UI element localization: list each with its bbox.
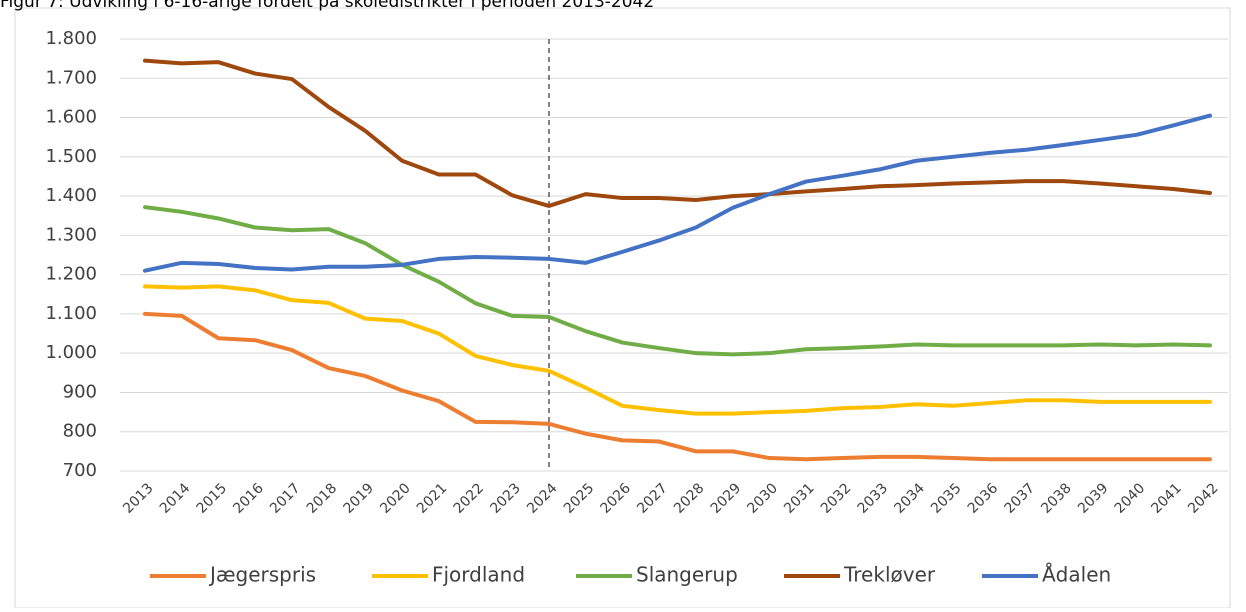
y-tick-label: 1.500	[45, 146, 97, 167]
y-tick-label: 900	[63, 381, 97, 402]
y-tick-label: 1.300	[45, 224, 97, 245]
y-tick-label: 700	[63, 460, 97, 481]
series-line	[143, 113, 1212, 273]
legend-label: Jægerspris	[208, 563, 316, 587]
legend-label: Slangerup	[636, 563, 738, 587]
y-tick-label: 1.400	[45, 185, 97, 206]
chart-title: Figur 7: Udvikling i 6-16-årige fordelt …	[0, 0, 654, 12]
legend-label: Fjordland	[432, 563, 525, 587]
legend-label: Trekløver	[843, 563, 936, 587]
y-tick-label: 1.100	[45, 303, 97, 324]
y-tick-label: 1.200	[45, 264, 97, 285]
y-tick-label: 800	[63, 421, 97, 442]
y-tick-label: 1.700	[45, 67, 97, 88]
legend-label: Ådalen	[1042, 563, 1111, 587]
y-tick-label: 1.600	[45, 107, 97, 128]
series-line	[143, 284, 1212, 416]
y-tick-label: 1.000	[45, 342, 97, 363]
series-line	[143, 311, 1212, 462]
chart-frame	[14, 7, 1231, 609]
series-line	[143, 58, 1212, 208]
series-line	[143, 205, 1212, 357]
y-tick-label: 1.800	[45, 28, 97, 49]
